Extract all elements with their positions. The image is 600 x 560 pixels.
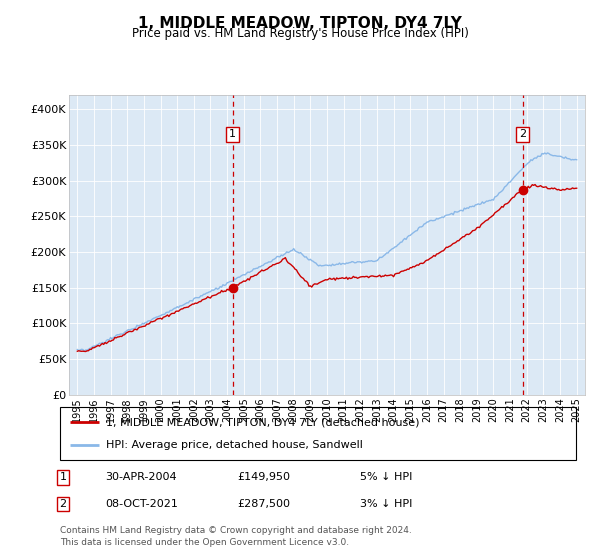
- Text: 2: 2: [519, 129, 526, 139]
- Text: 1, MIDDLE MEADOW, TIPTON, DY4 7LY (detached house): 1, MIDDLE MEADOW, TIPTON, DY4 7LY (detac…: [106, 417, 420, 427]
- Text: 1, MIDDLE MEADOW, TIPTON, DY4 7LY: 1, MIDDLE MEADOW, TIPTON, DY4 7LY: [138, 16, 462, 31]
- Text: HPI: Average price, detached house, Sandwell: HPI: Average price, detached house, Sand…: [106, 440, 364, 450]
- Text: 1: 1: [59, 472, 67, 482]
- Text: Contains HM Land Registry data © Crown copyright and database right 2024.
This d: Contains HM Land Registry data © Crown c…: [60, 526, 412, 547]
- Text: 5% ↓ HPI: 5% ↓ HPI: [360, 472, 412, 482]
- Text: 1: 1: [229, 129, 236, 139]
- Text: 30-APR-2004: 30-APR-2004: [105, 472, 176, 482]
- Text: £149,950: £149,950: [237, 472, 290, 482]
- Text: £287,500: £287,500: [237, 499, 290, 509]
- Text: 2: 2: [59, 499, 67, 509]
- Text: 08-OCT-2021: 08-OCT-2021: [105, 499, 178, 509]
- Text: Price paid vs. HM Land Registry's House Price Index (HPI): Price paid vs. HM Land Registry's House …: [131, 27, 469, 40]
- Text: 3% ↓ HPI: 3% ↓ HPI: [360, 499, 412, 509]
